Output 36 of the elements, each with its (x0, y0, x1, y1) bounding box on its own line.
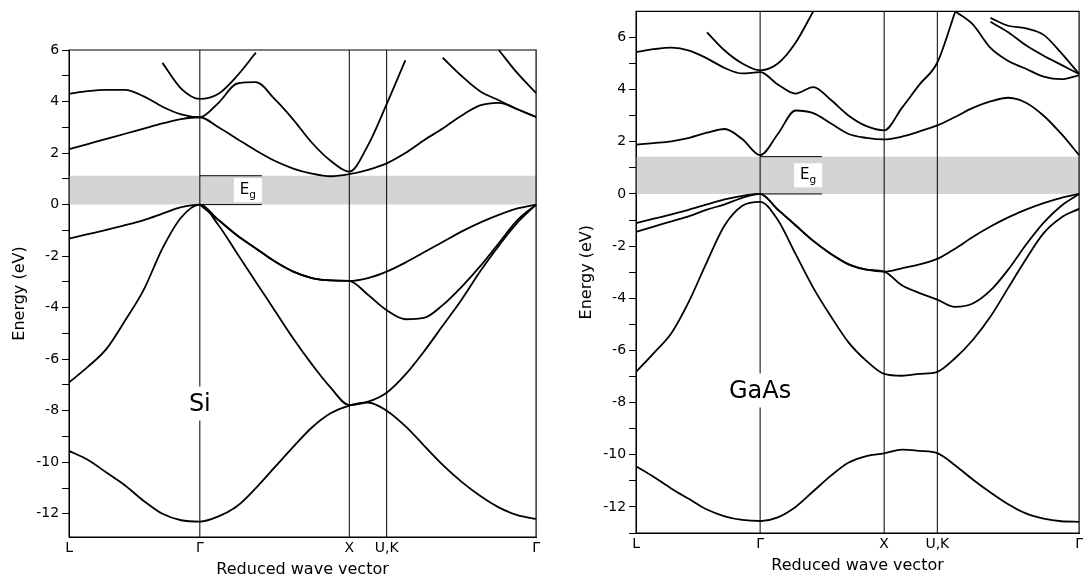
x-tick-label: L (632, 535, 641, 552)
y-tick-label: -8 (612, 393, 627, 410)
y-tick-label: -4 (45, 298, 60, 315)
y-tick-label: -12 (603, 497, 627, 514)
y-tick-label: 6 (50, 40, 60, 57)
x-tick-label: L (65, 539, 74, 556)
y-tick-label: -8 (45, 401, 60, 418)
y-tick-label: -12 (36, 504, 60, 521)
x-tick-label: U,K (374, 539, 400, 556)
y-tick-label: 4 (50, 92, 60, 109)
y-tick-label: -10 (603, 445, 627, 462)
y-tick-label: 2 (617, 132, 627, 149)
annotation: GaAs (729, 375, 792, 404)
y-tick-label: -6 (612, 341, 627, 358)
x-tick-label: Γ (532, 539, 541, 556)
y-tick-label: 6 (617, 28, 627, 45)
x-tick-label: Γ (756, 535, 765, 552)
x-tick-label: Γ (195, 539, 204, 556)
y-tick-label: -4 (612, 288, 627, 305)
x-axis-title: Reduced wave vector (216, 558, 390, 578)
y-tick-label: -2 (612, 236, 627, 253)
y-tick-label: 4 (617, 80, 627, 97)
x-tick-label: Γ (1075, 535, 1084, 552)
x-axis-title: Reduced wave vector (771, 554, 945, 574)
y-tick-label: -6 (45, 349, 60, 366)
y-tick-label: -10 (36, 452, 60, 469)
x-tick-label: U,K (925, 535, 951, 552)
x-tick-label: X (344, 539, 355, 556)
y-axis-title: Energy (eV) (575, 225, 595, 320)
x-tick-label: X (879, 535, 890, 552)
y-tick-label: 0 (50, 195, 60, 212)
y-tick-label: 0 (617, 184, 627, 201)
y-tick-label: -2 (45, 246, 60, 263)
y-tick-label: 2 (50, 143, 60, 160)
annotation: Si (188, 388, 211, 417)
y-axis-title: Energy (eV) (8, 246, 28, 341)
